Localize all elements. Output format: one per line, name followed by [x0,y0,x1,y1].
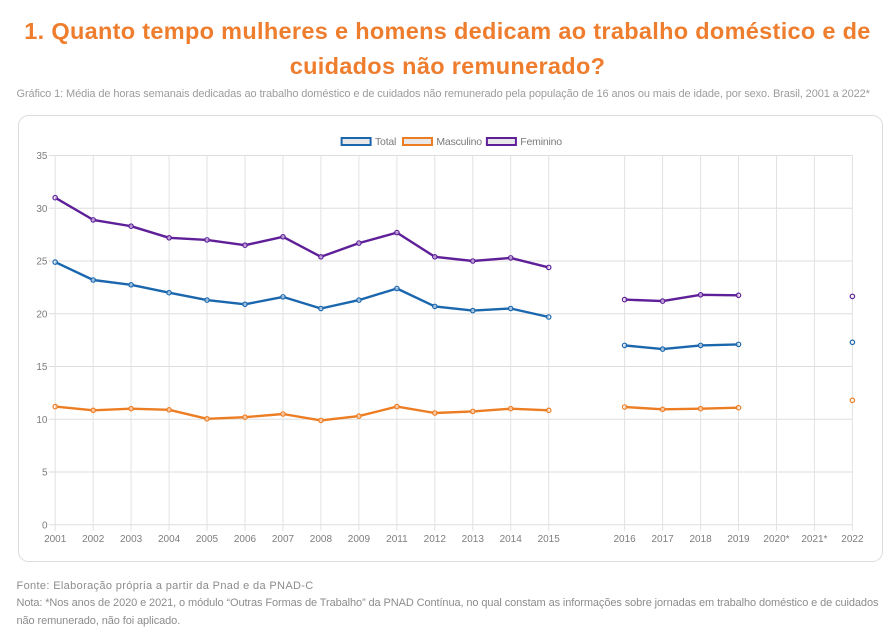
svg-text:5: 5 [42,468,48,479]
svg-text:2021*: 2021* [801,534,827,545]
svg-text:2018: 2018 [689,534,712,545]
svg-text:35: 35 [36,151,48,162]
svg-text:25: 25 [36,257,48,268]
svg-text:2011: 2011 [386,534,408,545]
svg-text:2002: 2002 [82,534,105,545]
svg-text:Total: Total [375,136,396,148]
svg-text:2013: 2013 [462,534,485,545]
svg-text:Feminino: Feminino [520,136,562,148]
svg-text:2007: 2007 [272,534,295,545]
svg-text:2003: 2003 [120,534,143,545]
svg-text:10: 10 [36,415,48,426]
svg-text:2012: 2012 [424,534,447,545]
svg-text:2016: 2016 [613,534,636,545]
svg-text:2004: 2004 [158,534,181,545]
svg-text:2008: 2008 [310,534,333,545]
svg-text:0: 0 [42,520,48,531]
svg-text:2022: 2022 [841,534,864,545]
svg-text:2006: 2006 [234,534,257,545]
svg-text:2020*: 2020* [763,534,789,545]
svg-text:Masculino: Masculino [436,136,482,148]
svg-text:2015: 2015 [538,534,561,545]
svg-text:15: 15 [36,362,48,373]
svg-text:30: 30 [36,204,48,215]
svg-text:2019: 2019 [727,534,750,545]
svg-text:2009: 2009 [348,534,371,545]
svg-text:2014: 2014 [500,534,523,545]
svg-text:20: 20 [36,309,48,320]
svg-text:2005: 2005 [196,534,219,545]
svg-text:2001: 2001 [44,534,67,545]
svg-text:2017: 2017 [651,534,674,545]
